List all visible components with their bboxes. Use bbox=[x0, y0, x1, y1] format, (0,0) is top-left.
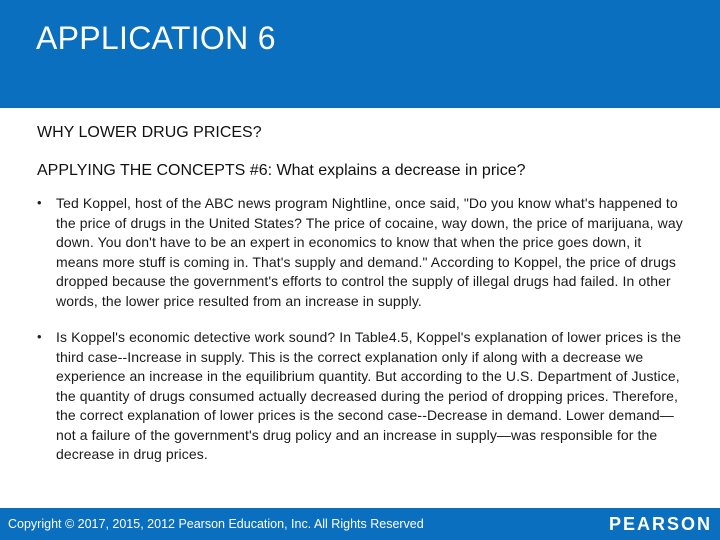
bullet-item: • Is Koppel's economic detective work so… bbox=[37, 328, 685, 465]
concept-heading: APPLYING THE CONCEPTS #6: What explains … bbox=[37, 162, 526, 179]
footer-bar: Copyright © 2017, 2015, 2012 Pearson Edu… bbox=[0, 508, 720, 540]
slide-subtitle: WHY LOWER DRUG PRICES? bbox=[37, 124, 262, 141]
header-banner: APPLICATION 6 bbox=[0, 0, 720, 108]
bullet-marker: • bbox=[37, 329, 42, 344]
bullet-text: Ted Koppel, host of the ABC news program… bbox=[56, 195, 683, 309]
bullet-marker: • bbox=[37, 195, 42, 210]
pearson-logo: PEARSON bbox=[608, 514, 712, 534]
bullet-text: Is Koppel's economic detective work soun… bbox=[56, 329, 682, 462]
bullet-list: • Ted Koppel, host of the ABC news progr… bbox=[37, 194, 685, 465]
slide-title: APPLICATION 6 bbox=[36, 20, 276, 56]
copyright-text: Copyright © 2017, 2015, 2012 Pearson Edu… bbox=[8, 517, 424, 531]
bullet-item: • Ted Koppel, host of the ABC news progr… bbox=[37, 194, 685, 311]
